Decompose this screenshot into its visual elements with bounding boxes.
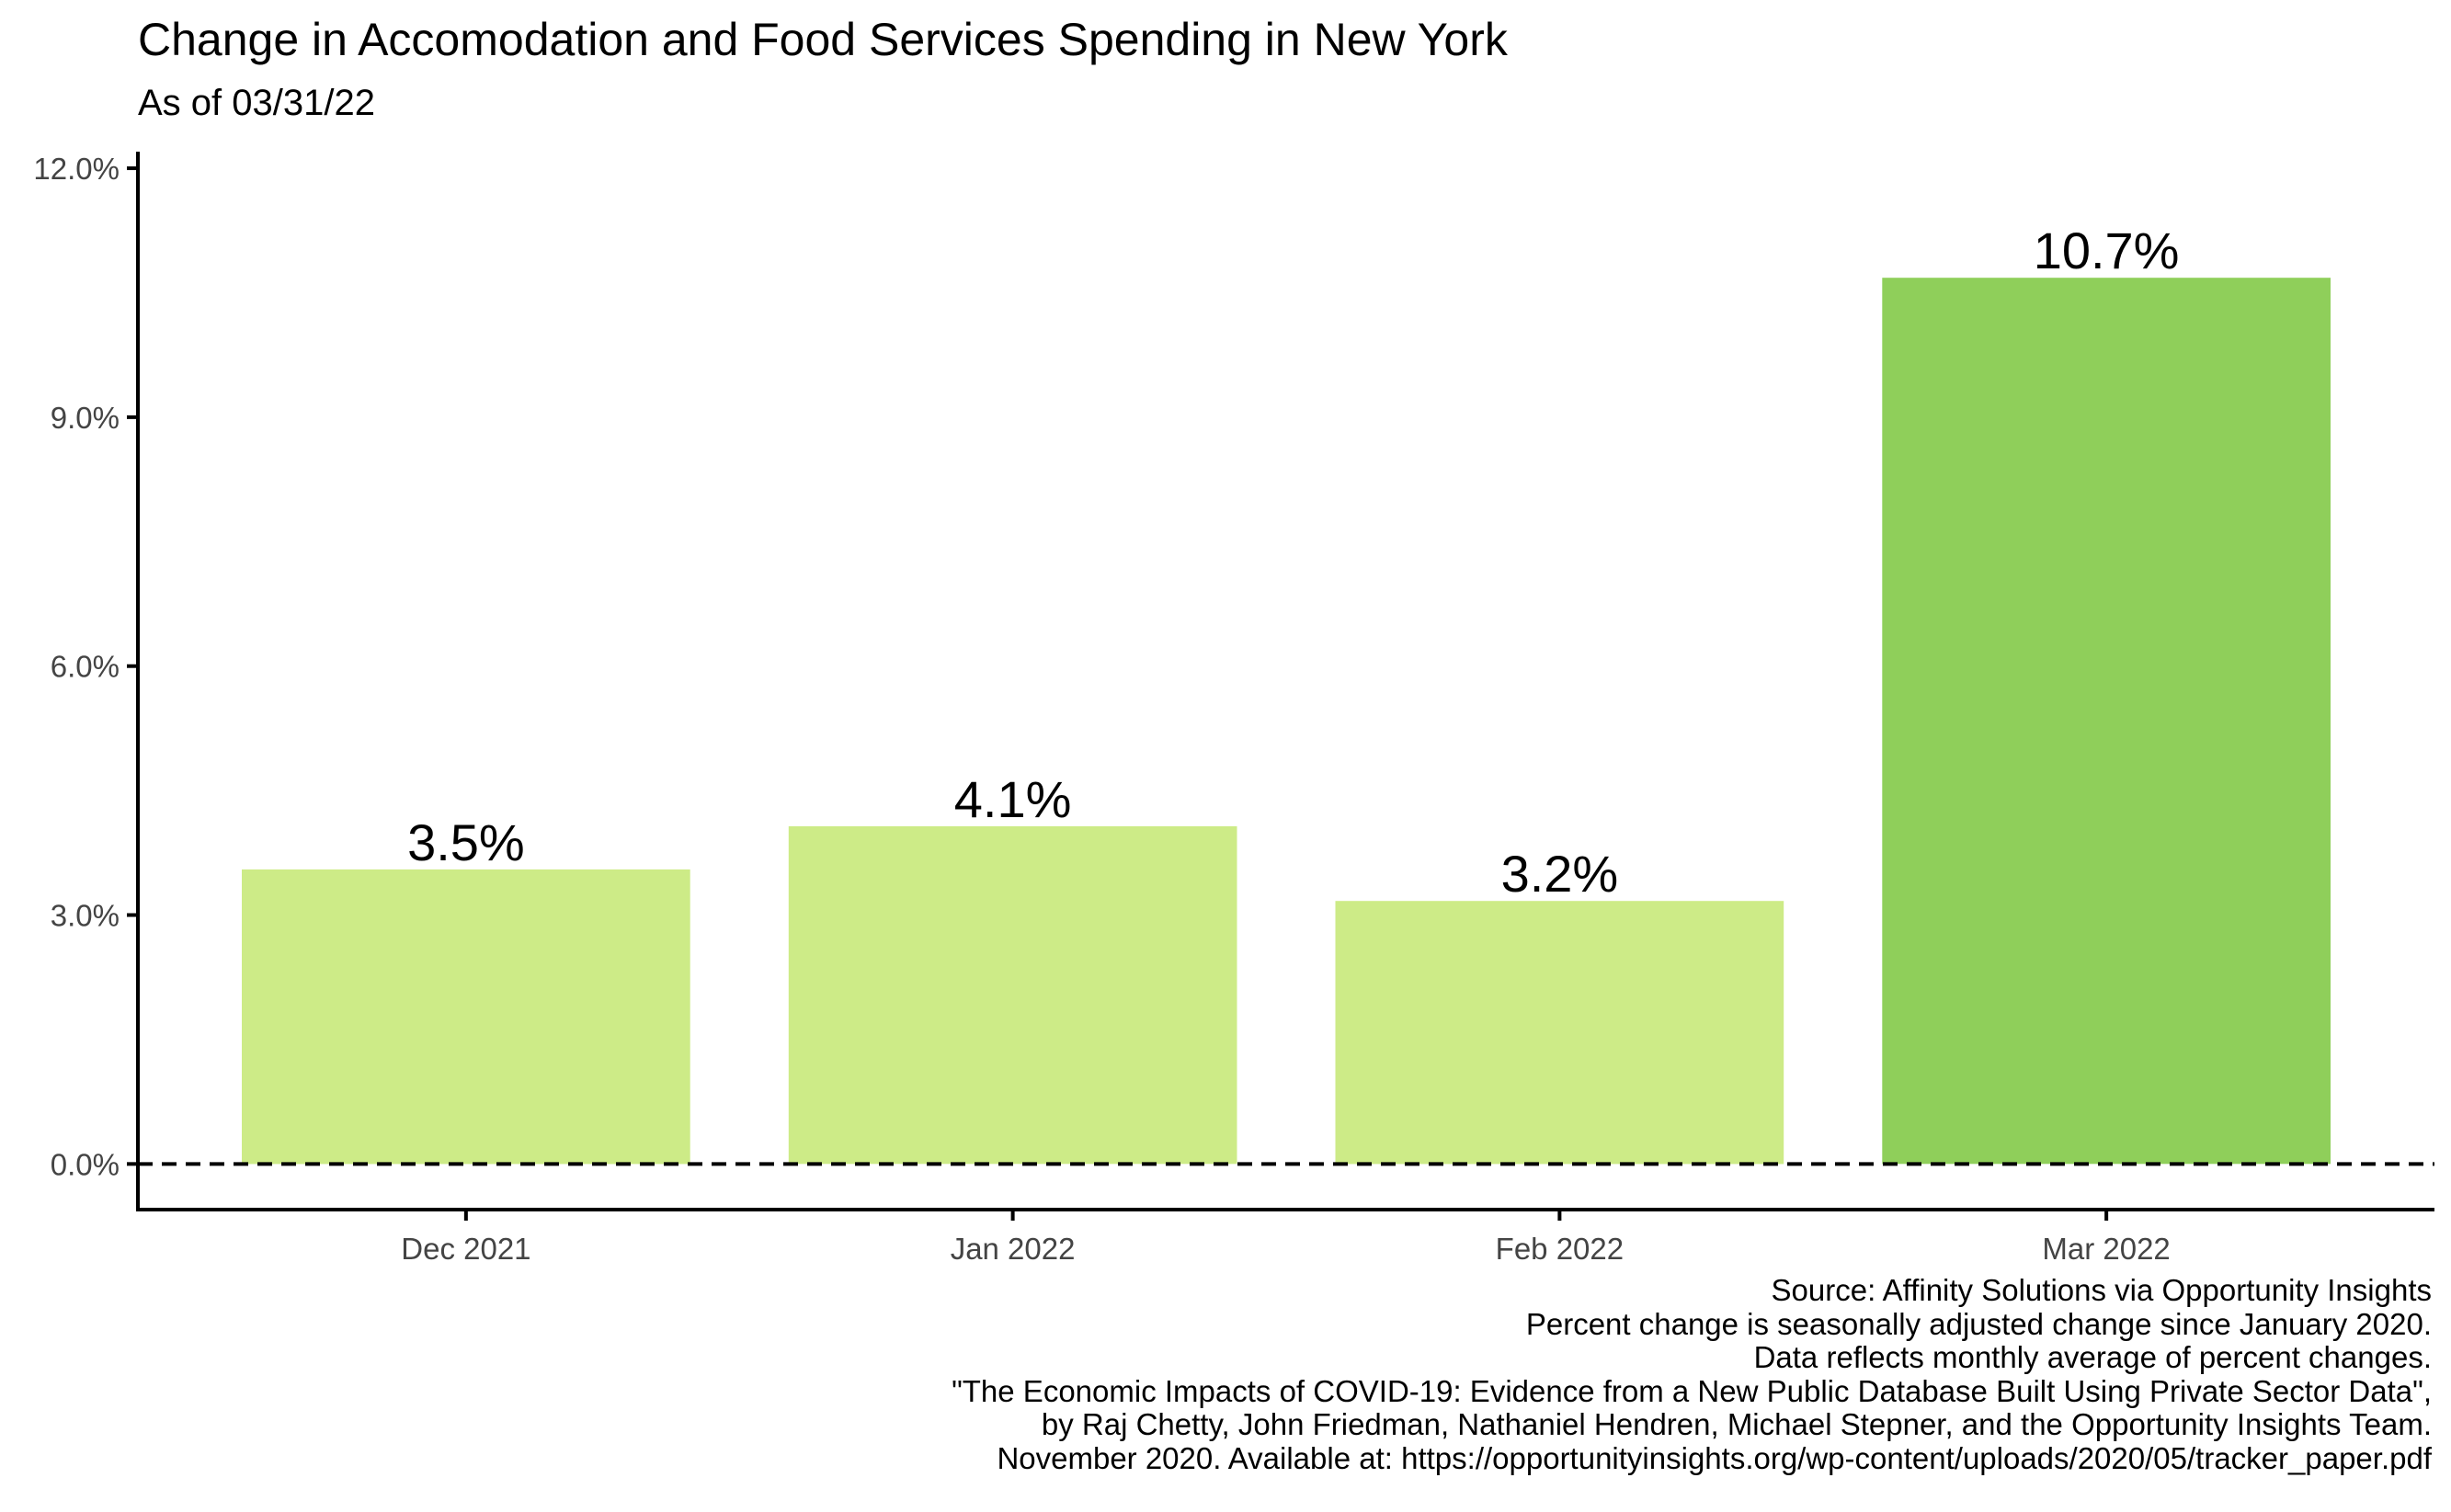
- chart-subtitle: As of 03/31/22: [138, 83, 375, 123]
- x-tick-label: Mar 2022: [2042, 1232, 2170, 1266]
- y-tick-label: 0.0%: [51, 1147, 120, 1181]
- bar: [788, 825, 1237, 1165]
- caption-line: "The Economic Impacts of COVID-19: Evide…: [952, 1373, 2432, 1408]
- bar: [1882, 278, 2331, 1165]
- y-tick-label: 6.0%: [51, 650, 120, 684]
- x-tick-label: Dec 2021: [401, 1232, 530, 1266]
- bar: [1335, 901, 1784, 1165]
- x-tick-label: Jan 2022: [951, 1232, 1076, 1266]
- bar-chart: 3.5% 4.1% 3.2% 10.7% 0.0% 3.0% 6.0% 9.0% 12.0% De…: [33, 152, 2434, 1266]
- caption-line: November 2020. Available at: https://opp…: [997, 1440, 2432, 1475]
- bar: [242, 869, 690, 1165]
- y-tick-label: 9.0%: [51, 401, 120, 435]
- bar-value-label: 4.1%: [954, 770, 1072, 828]
- caption-line: by Raj Chetty, John Friedman, Nathaniel …: [1041, 1407, 2432, 1441]
- y-tick-label: 3.0%: [51, 899, 120, 933]
- caption-line: Percent change is seasonally adjusted ch…: [1525, 1306, 2432, 1341]
- bar-value-label: 3.5%: [407, 813, 525, 871]
- chart-title: Change in Accomodation and Food Services…: [138, 14, 1508, 65]
- x-tick-label: Feb 2022: [1496, 1232, 1624, 1266]
- y-tick-label: 12.0%: [33, 152, 120, 186]
- caption-line: Data reflects monthly average of percent…: [1753, 1340, 2432, 1374]
- bar-value-label: 3.2%: [1501, 845, 1619, 903]
- caption-line: Source: Affinity Solutions via Opportuni…: [1771, 1273, 2432, 1307]
- bar-value-label: 10.7%: [2034, 222, 2180, 279]
- source-caption: Source: Affinity Solutions via Opportuni…: [952, 1273, 2432, 1475]
